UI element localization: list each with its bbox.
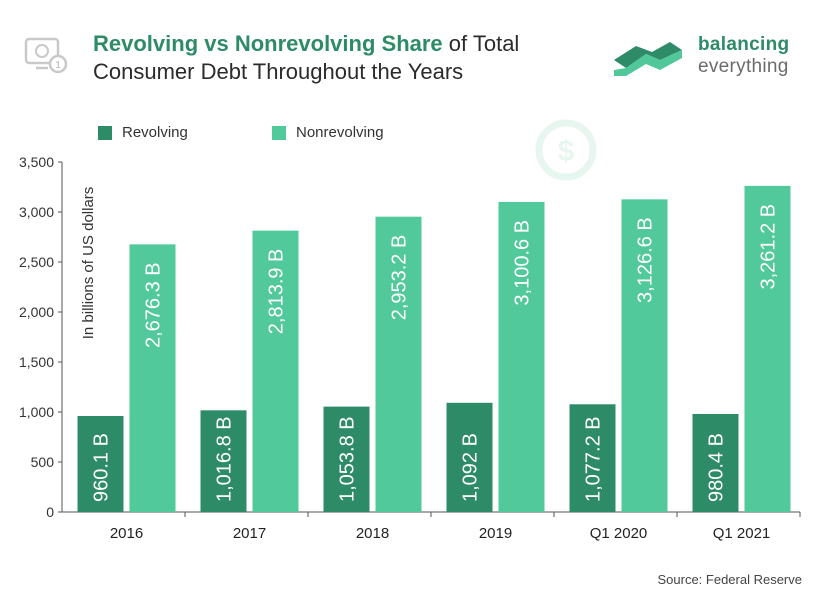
legend-label-revolving: Revolving: [122, 124, 188, 141]
data-label-nonrevolving: 3,261.2 B: [758, 204, 780, 290]
x-tick-label: 2016: [110, 525, 143, 542]
data-label-nonrevolving: 2,676.3 B: [143, 262, 165, 348]
brand-name-primary: balancing: [698, 34, 790, 55]
brand-mark-icon: [614, 42, 682, 76]
y-tick-label: 1,000: [19, 404, 54, 420]
y-tick-label: 500: [31, 454, 55, 470]
title-line-2: Consumer Debt Throughout the Years: [93, 59, 464, 84]
x-tick-label: 2017: [233, 525, 266, 542]
x-tick-label: 2019: [479, 525, 512, 542]
y-tick-label: 2,500: [19, 254, 54, 270]
data-label-nonrevolving: 2,953.2 B: [389, 235, 411, 321]
data-label-revolving: 960.1 B: [91, 433, 113, 502]
y-tick-label: 1,500: [19, 354, 54, 370]
x-tick-label: Q1 2020: [590, 525, 648, 542]
svg-text:$: $: [558, 135, 575, 168]
y-tick-label: 2,000: [19, 304, 54, 320]
bar-nonrevolving-q1-2020: [621, 199, 668, 512]
bar-nonrevolving-2018: [375, 216, 422, 512]
y-tick-label: 3,500: [19, 154, 54, 170]
bar-revolving-2017: [200, 410, 247, 512]
x-tick-label: Q1 2021: [713, 525, 771, 542]
data-label-revolving: 1,092 B: [460, 433, 482, 502]
dollar-watermark-icon: $: [535, 119, 597, 181]
bar-revolving-2016: [77, 415, 124, 512]
svg-text:1: 1: [55, 60, 61, 71]
y-axis-label: In billions of US dollars: [80, 187, 97, 340]
y-tick-label: 3,000: [19, 204, 54, 220]
data-label-revolving: 1,077.2 B: [583, 416, 605, 502]
x-tick-label: 2018: [356, 525, 389, 542]
bar-nonrevolving-2019: [498, 201, 545, 512]
bar-revolving-q1-2020: [569, 404, 616, 512]
data-label-nonrevolving: 3,100.6 B: [512, 220, 534, 306]
data-label-revolving: 1,016.8 B: [214, 416, 236, 502]
title-highlight: Revolving vs Nonrevolving Share: [93, 31, 443, 56]
bar-nonrevolving-2016: [129, 244, 176, 512]
bar-revolving-q1-2021: [692, 413, 739, 512]
y-tick-label: 0: [46, 504, 54, 520]
legend-swatch-revolving: [98, 126, 112, 140]
monitor-dollar-icon: 1: [24, 37, 68, 74]
chart-title: Revolving vs Nonrevolving Share of Total…: [93, 30, 563, 86]
data-label-revolving: 980.4 B: [706, 433, 728, 502]
bar-revolving-2018: [323, 406, 370, 512]
legend-label-nonrevolving: Nonrevolving: [296, 124, 384, 141]
data-label-nonrevolving: 3,126.6 B: [635, 217, 657, 303]
source-note: Source: Federal Reserve: [657, 572, 802, 587]
bar-nonrevolving-2017: [252, 230, 299, 513]
bar-revolving-2019: [446, 402, 493, 512]
bar-nonrevolving-q1-2021: [744, 185, 791, 512]
legend-swatch-nonrevolving: [272, 126, 286, 140]
data-label-nonrevolving: 2,813.9 B: [266, 249, 288, 335]
brand-logo: balancing everything: [612, 34, 812, 84]
title-rest: of Total: [442, 31, 520, 56]
brand-name-secondary: everything: [698, 56, 789, 77]
data-label-revolving: 1,053.8 B: [337, 416, 359, 502]
